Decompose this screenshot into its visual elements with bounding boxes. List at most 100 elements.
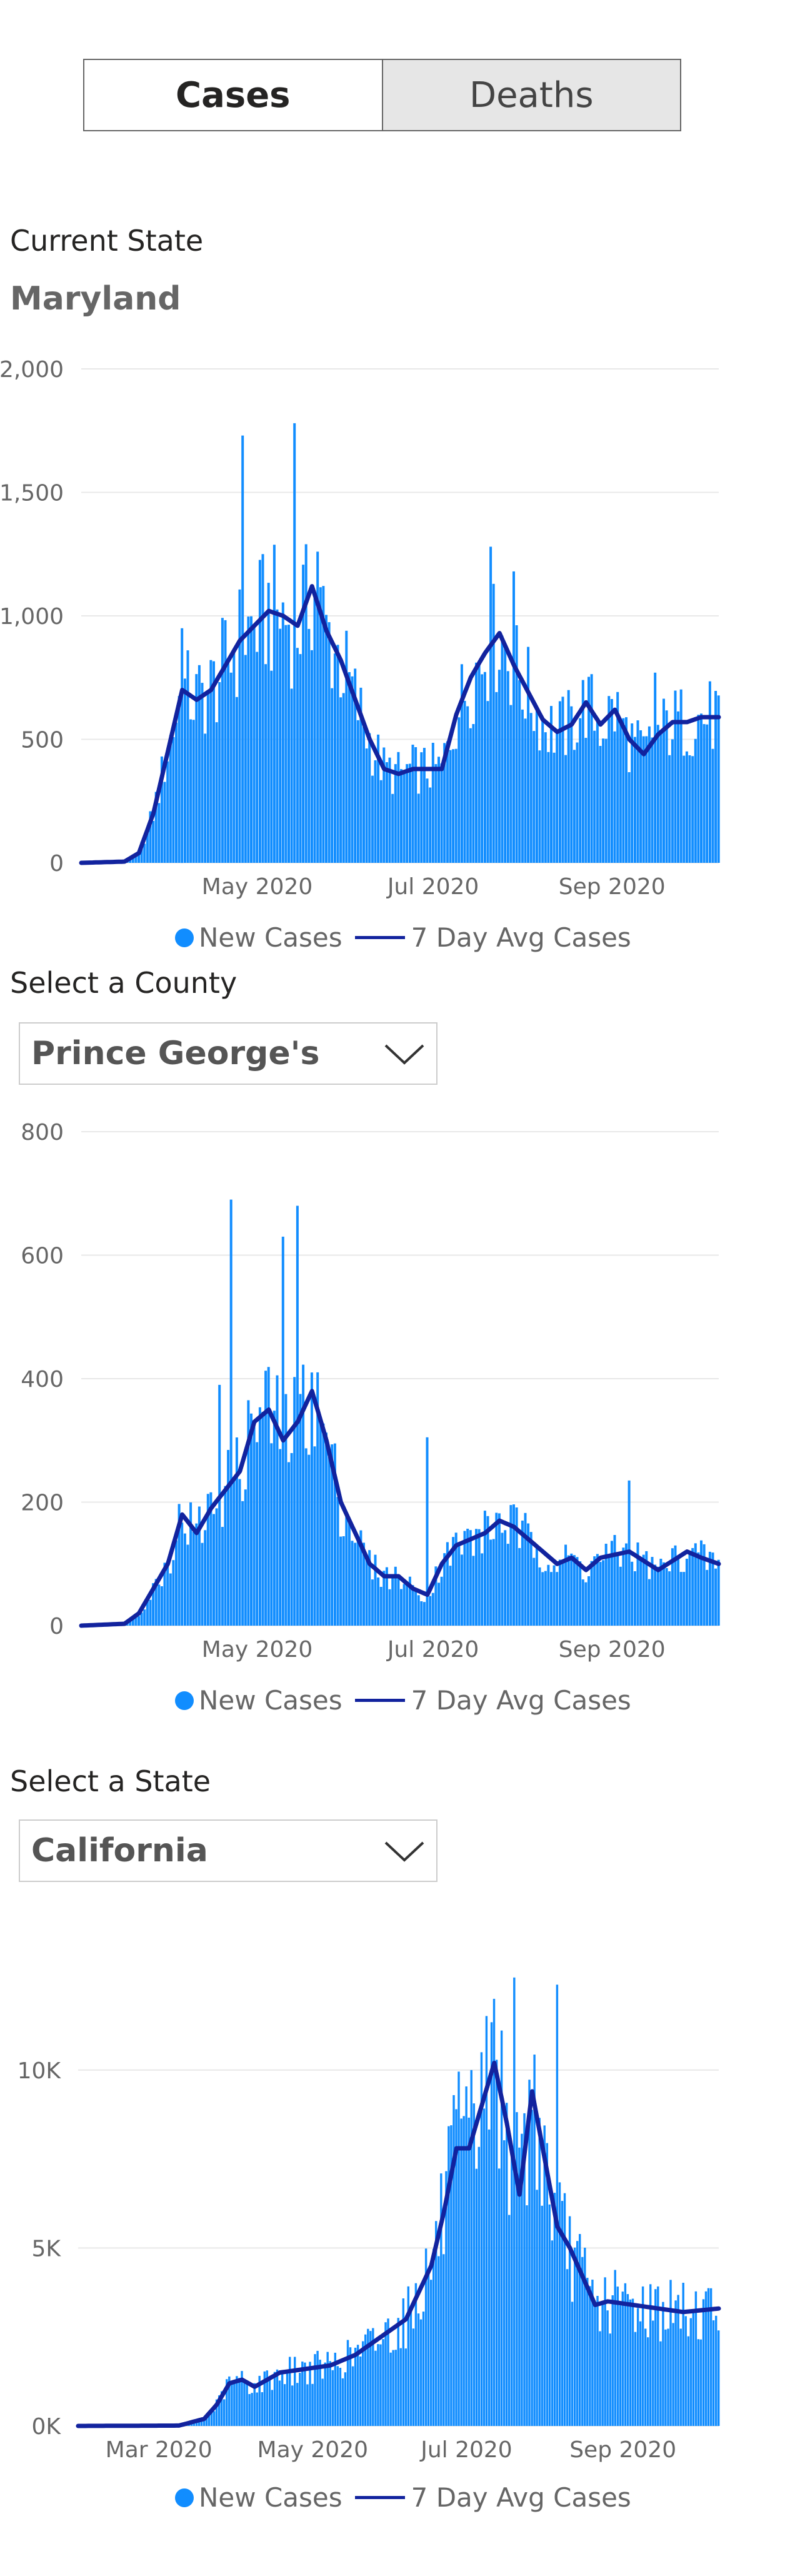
new-cases-bar[interactable] xyxy=(186,1544,189,1626)
new-cases-bar[interactable] xyxy=(377,1577,380,1626)
new-cases-bar[interactable] xyxy=(674,690,677,863)
new-cases-bar[interactable] xyxy=(344,2372,347,2426)
new-cases-bar[interactable] xyxy=(606,2310,609,2426)
new-cases-bar[interactable] xyxy=(596,722,599,863)
new-cases-bar[interactable] xyxy=(671,739,674,863)
new-cases-bar[interactable] xyxy=(198,1506,201,1626)
new-cases-bar[interactable] xyxy=(243,2382,246,2426)
new-cases-bar[interactable] xyxy=(284,1394,288,1626)
new-cases-bar[interactable] xyxy=(662,1562,665,1626)
new-cases-bar[interactable] xyxy=(567,1555,570,1626)
new-cases-bar[interactable] xyxy=(201,1542,204,1626)
new-cases-bar[interactable] xyxy=(446,1542,449,1626)
new-cases-bar[interactable] xyxy=(708,681,711,863)
new-cases-bar[interactable] xyxy=(349,2347,352,2426)
new-cases-bar[interactable] xyxy=(495,692,498,863)
new-cases-bar[interactable] xyxy=(299,1394,302,1626)
new-cases-bar[interactable] xyxy=(648,1579,651,1626)
new-cases-bar[interactable] xyxy=(625,1543,628,1626)
new-cases-bar[interactable] xyxy=(552,1565,556,1626)
new-cases-bar[interactable] xyxy=(558,701,561,863)
new-cases-bar[interactable] xyxy=(458,2071,460,2426)
new-cases-bar[interactable] xyxy=(163,782,166,863)
new-cases-bar[interactable] xyxy=(443,743,446,863)
new-cases-bar[interactable] xyxy=(198,2420,201,2426)
new-cases-bar[interactable] xyxy=(316,551,319,863)
new-cases-bar[interactable] xyxy=(290,1453,293,1626)
new-cases-bar[interactable] xyxy=(553,2193,556,2426)
new-cases-bar[interactable] xyxy=(633,1571,636,1626)
new-cases-bar[interactable] xyxy=(229,1199,232,1626)
new-cases-bar[interactable] xyxy=(521,2133,523,2426)
new-cases-bar[interactable] xyxy=(154,1579,158,1626)
new-cases-bar[interactable] xyxy=(325,1432,328,1626)
new-cases-bar[interactable] xyxy=(236,2376,238,2426)
new-cases-bar[interactable] xyxy=(365,748,368,863)
new-cases-bar[interactable] xyxy=(394,764,397,863)
new-cases-bar[interactable] xyxy=(227,662,230,863)
new-cases-bar[interactable] xyxy=(221,618,224,863)
new-cases-bar[interactable] xyxy=(515,1507,518,1626)
new-cases-bar[interactable] xyxy=(406,764,409,863)
new-cases-bar[interactable] xyxy=(263,2371,266,2426)
new-cases-bar[interactable] xyxy=(501,635,504,863)
new-cases-bar[interactable] xyxy=(639,1559,642,1626)
new-cases-bar[interactable] xyxy=(458,1542,461,1626)
new-cases-bar[interactable] xyxy=(440,1576,443,1626)
new-cases-bar[interactable] xyxy=(460,664,463,863)
new-cases-bar[interactable] xyxy=(346,2340,349,2427)
new-cases-bar[interactable] xyxy=(472,1556,475,1626)
new-cases-bar[interactable] xyxy=(463,700,466,863)
new-cases-bar[interactable] xyxy=(613,1535,616,1626)
new-cases-bar[interactable] xyxy=(367,2328,369,2426)
new-cases-bar[interactable] xyxy=(362,727,365,863)
new-cases-bar[interactable] xyxy=(438,757,440,863)
new-cases-bar[interactable] xyxy=(158,803,161,863)
new-cases-bar[interactable] xyxy=(198,665,201,863)
new-cases-bar[interactable] xyxy=(400,769,402,863)
new-cases-bar[interactable] xyxy=(717,1559,720,1626)
new-cases-bar[interactable] xyxy=(304,1448,308,1626)
new-cases-bar[interactable] xyxy=(281,602,284,863)
new-cases-bar[interactable] xyxy=(333,653,336,863)
new-cases-bar[interactable] xyxy=(316,1372,319,1626)
new-cases-bar[interactable] xyxy=(576,1557,579,1626)
new-cases-bar[interactable] xyxy=(434,764,438,863)
new-cases-bar[interactable] xyxy=(489,546,492,863)
new-cases-bar[interactable] xyxy=(556,729,559,863)
new-cases-bar[interactable] xyxy=(362,1542,365,1626)
new-cases-bar[interactable] xyxy=(657,2286,659,2426)
new-cases-bar[interactable] xyxy=(336,645,339,863)
new-cases-bar[interactable] xyxy=(288,625,290,863)
new-cases-bar[interactable] xyxy=(709,2288,712,2426)
new-cases-bar[interactable] xyxy=(700,1540,702,1626)
new-cases-bar[interactable] xyxy=(204,733,207,863)
new-cases-bar[interactable] xyxy=(204,1530,207,1626)
new-cases-bar[interactable] xyxy=(325,615,328,863)
new-cases-bar[interactable] xyxy=(572,750,576,863)
new-cases-bar[interactable] xyxy=(134,1617,138,1626)
new-cases-bar[interactable] xyxy=(302,1364,305,1626)
new-cases-bar[interactable] xyxy=(458,717,461,863)
new-cases-bar[interactable] xyxy=(241,2371,243,2426)
new-cases-bar[interactable] xyxy=(468,2117,470,2426)
new-cases-bar[interactable] xyxy=(677,1557,680,1626)
new-cases-bar[interactable] xyxy=(570,1553,573,1626)
new-cases-bar[interactable] xyxy=(429,787,432,863)
new-cases-bar[interactable] xyxy=(208,2412,211,2426)
new-cases-bar[interactable] xyxy=(322,1423,325,1626)
new-cases-bar[interactable] xyxy=(371,775,374,863)
new-cases-bar[interactable] xyxy=(535,1548,538,1626)
new-cases-bar[interactable] xyxy=(523,2113,526,2426)
new-cases-bar[interactable] xyxy=(281,2372,284,2426)
new-cases-bar[interactable] xyxy=(712,2320,715,2426)
new-cases-bar[interactable] xyxy=(636,720,639,863)
new-cases-bar[interactable] xyxy=(446,741,449,863)
new-cases-bar[interactable] xyxy=(412,2328,415,2426)
new-cases-bar[interactable] xyxy=(351,2366,354,2426)
new-cases-bar[interactable] xyxy=(429,1596,432,1626)
new-cases-bar[interactable] xyxy=(268,2380,271,2426)
new-cases-bar[interactable] xyxy=(172,1560,175,1626)
new-cases-bar[interactable] xyxy=(622,1547,625,1626)
new-cases-bar[interactable] xyxy=(568,2216,571,2426)
